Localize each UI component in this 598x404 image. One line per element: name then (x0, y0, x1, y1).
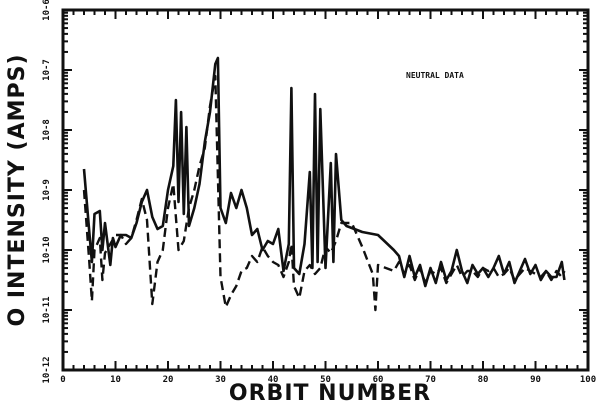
y-axis-ticks (63, 9, 588, 371)
x-tick-label: 10 (110, 375, 121, 385)
y-tick-label: 10-11 (42, 296, 52, 323)
x-axis-tick-labels: 0 10 20 30 40 50 60 70 80 90 100 (60, 375, 596, 385)
x-tick-label: 40 (268, 375, 279, 385)
x-tick-label: 70 (425, 375, 436, 385)
solid-series-line (82, 56, 566, 288)
y-axis-label: O INTENSITY (AMPS) (5, 53, 30, 326)
y-tick-label: 10-9 (42, 179, 52, 201)
dashed-series-line (82, 74, 566, 312)
y-tick-label: 10-7 (42, 59, 52, 81)
neutral-data-annotation: NEUTRAL DATA (406, 71, 464, 80)
x-tick-label: 20 (163, 375, 174, 385)
x-tick-label: 30 (215, 375, 226, 385)
x-tick-label: 0 (60, 375, 65, 385)
x-tick-label: 100 (580, 375, 596, 385)
y-tick-label: 10-6 (42, 0, 52, 21)
x-axis-ticks (62, 10, 589, 370)
y-tick-label: 10-12 (42, 356, 52, 383)
x-tick-label: 80 (478, 375, 489, 385)
plot-frame (61, 8, 590, 372)
x-tick-label: 90 (530, 375, 541, 385)
y-axis-tick-labels: 10-12 10-11 10-10 10-9 10-8 10-7 10-6 (42, 0, 52, 384)
x-tick-label: 60 (373, 375, 384, 385)
x-axis-label: ORBIT NUMBER (229, 381, 431, 404)
y-tick-label: 10-8 (42, 119, 52, 141)
x-tick-label: 50 (320, 375, 331, 385)
y-tick-label: 10-10 (42, 236, 52, 263)
series-layer (82, 56, 566, 312)
